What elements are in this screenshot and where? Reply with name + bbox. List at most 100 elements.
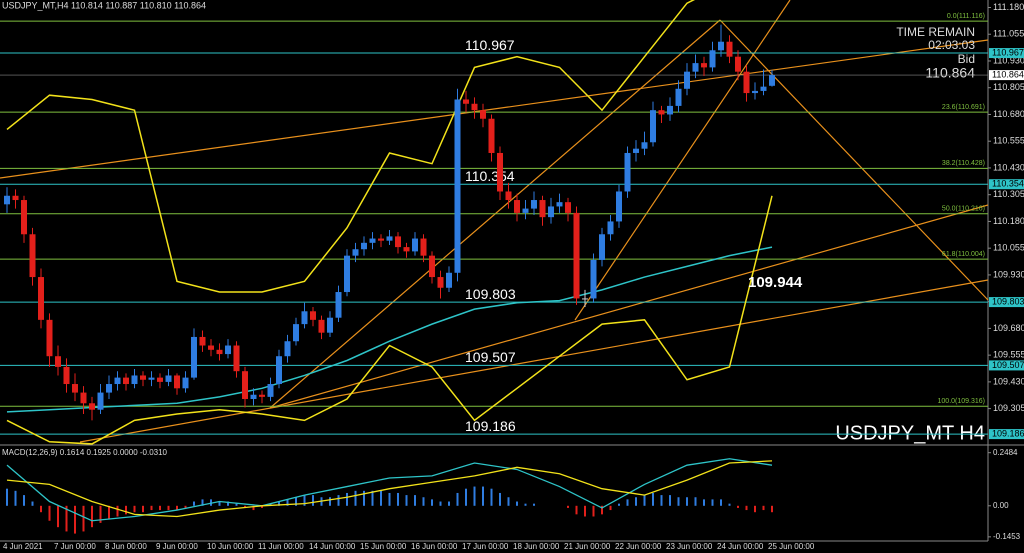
y-tick-label: 110.180 [993,216,1024,226]
candle-body [293,324,299,342]
trend-line [0,39,989,179]
candle-body [233,345,240,372]
y-tick-label: 110.055 [993,243,1024,253]
candle-body [123,377,129,385]
candle-body [46,319,53,357]
candle-body [378,238,384,241]
macd-y-tick-label: -0.1453 [993,532,1021,541]
x-tick-label: 10 Jun 00:00 [207,542,254,551]
level-label: 109.803 [465,286,516,302]
level-axis-box [989,429,1024,440]
candle-body [573,212,580,299]
x-tick-label: 21 Jun 00:00 [564,542,611,551]
candle-body [616,191,622,222]
candle-body [386,236,393,241]
candle-body [29,234,36,278]
candle-body [684,71,690,89]
x-tick-label: 7 Jun 00:00 [54,542,96,551]
level-label: 110.967 [465,37,515,53]
candle-body [131,375,138,385]
y-tick-label: 110.555 [993,136,1024,146]
candle-body [97,392,104,410]
candle-body [4,195,10,205]
candle-body [429,255,435,278]
bid-axis-label: 110.864 [992,69,1024,79]
x-tick-label: 23 Jun 00:00 [666,542,713,551]
x-tick-label: 17 Jun 00:00 [462,542,509,551]
candle-body [658,110,665,115]
candle-body [650,110,656,143]
candle-body [12,195,19,201]
watermark: USDJPY_MT H4 [835,422,985,444]
candle-body [157,377,163,382]
candle-body [743,71,750,94]
fib-label: 38.2(110.428) [942,160,985,167]
candle-body [403,247,410,252]
y-tick-label: 111.055 [993,29,1024,39]
x-tick-label: 18 Jun 00:00 [513,542,560,551]
candle-body [471,103,478,111]
candle-body [726,41,733,57]
y-tick-label: 110.930 [993,55,1024,65]
level-axis-label: 109.507 [992,360,1024,370]
y-tick-label: 109.430 [993,376,1024,386]
x-tick-label: 16 Jun 00:00 [411,542,458,551]
x-tick-label: 15 Jun 00:00 [360,542,407,551]
candle-body [80,392,87,404]
x-tick-label: 14 Jun 00:00 [309,542,356,551]
timer: 02:03:03 [928,38,975,52]
candle-body [250,394,257,400]
y-tick-label: 110.680 [993,109,1024,119]
y-tick-label: 109.305 [993,403,1024,413]
candle-body [446,272,452,288]
macd-y-tick-label: 0.00 [993,501,1009,510]
x-tick-label: 25 Jun 00:00 [768,542,815,551]
candle-body [89,403,95,410]
candle-body [182,377,189,389]
candle-body [488,118,495,153]
candle-body [565,202,571,213]
macd-line [6,460,773,518]
candle-body [531,200,537,209]
macd-y-tick-label: 0.2484 [993,448,1018,457]
candle-body [327,317,333,333]
candle-body [55,356,61,367]
candle-body [607,221,614,235]
candle-body [344,255,350,293]
trend-line [719,19,989,301]
candle-body [514,200,520,213]
candle-body [582,298,588,300]
macd-label: MACD(12,26,9) 0.1614 0.1925 0.0000 -0.03… [2,448,168,457]
candle-body [539,200,546,218]
candle-body [454,99,461,273]
candle-body [675,88,682,106]
candle-body [267,384,274,397]
y-tick-label: 110.305 [993,189,1024,199]
candle-body [769,75,775,86]
y-tick-label: 110.430 [993,162,1024,172]
candle-body [590,259,597,299]
x-tick-label: 8 Jun 00:00 [105,542,147,551]
level-axis-box [989,360,1024,371]
timer-label: TIME REMAIN [896,25,975,39]
candle-body [548,206,554,218]
candle-body [318,319,325,333]
candle-body [21,200,27,235]
level-axis-box [989,297,1024,308]
candle-body [752,90,758,94]
candle-body [148,377,155,380]
fib-label: 61.8(110.004) [942,251,985,258]
candle-body [174,375,180,389]
chart-title: USDJPY_MT,H4 110.814 110.887 110.810 110… [2,0,206,10]
candle-body [140,375,146,380]
macd-line [6,458,773,522]
fib-label: 23.6(110.691) [942,104,985,111]
candle-body [335,292,342,318]
level-axis-label: 110.354 [992,179,1024,189]
candle-body [412,238,418,252]
candle-body [63,366,70,385]
level-axis-label: 109.803 [992,296,1024,306]
candle-body [718,41,724,51]
x-tick-label: 9 Jun 00:00 [156,542,198,551]
trend-line [79,279,989,443]
